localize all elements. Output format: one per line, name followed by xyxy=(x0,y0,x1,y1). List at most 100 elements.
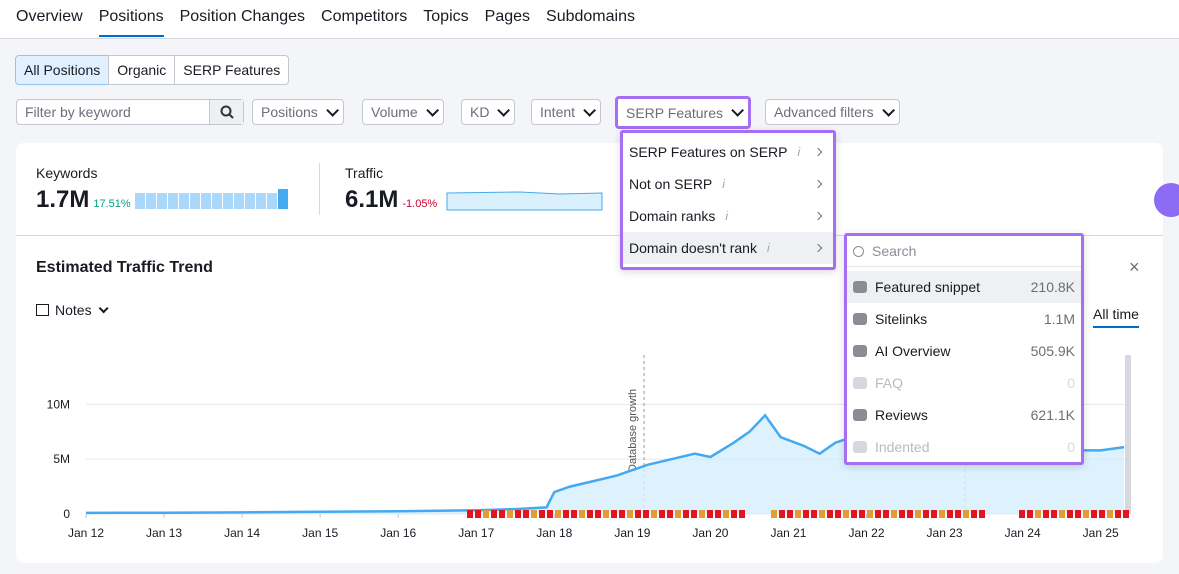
serp-icon xyxy=(907,510,913,518)
filter-label: Volume xyxy=(371,104,418,120)
chevron xyxy=(813,243,823,253)
chevron xyxy=(813,211,823,221)
serp-icon xyxy=(707,510,713,518)
segments: All Positions Organic SERP Features xyxy=(15,55,290,85)
tab[interactable]: Pages xyxy=(484,8,531,25)
feature-icon xyxy=(853,281,867,293)
feature-label: Sitelinks xyxy=(875,311,928,327)
metric-change: -1.05% xyxy=(402,198,438,210)
feature-icon xyxy=(853,441,867,453)
sparkline-bar xyxy=(245,193,255,209)
top-bar: Overview Positions Position Changes Competi… xyxy=(0,0,1179,39)
serp-icon xyxy=(891,510,897,518)
filter-label: KD xyxy=(470,104,490,120)
sparkline-bar xyxy=(146,193,156,209)
menu-label: SERP Features on SERP xyxy=(629,144,788,160)
segment[interactable]: SERP Features xyxy=(174,55,290,85)
serp-icon xyxy=(819,510,825,518)
menu-item[interactable]: Domain doesn't rank i xyxy=(623,232,833,264)
filter-dropdown[interactable]: SERP Features xyxy=(615,96,752,129)
y-tick-label: 0 xyxy=(63,507,70,521)
feature-count: 505.9K xyxy=(1030,343,1075,359)
filter-dropdown[interactable]: Volume xyxy=(362,99,444,125)
feature-label: Reviews xyxy=(875,407,928,423)
x-tick-label: Jan 21 xyxy=(770,526,806,540)
serp-icon xyxy=(875,510,881,518)
x-tick-label: Jan 25 xyxy=(1083,526,1119,540)
filter-dropdown[interactable]: KD xyxy=(461,99,516,125)
feature-icon xyxy=(853,377,867,389)
serp-icon xyxy=(587,510,593,518)
menu-item[interactable]: Not on SERP i xyxy=(623,168,833,200)
notes-button[interactable]: Notes xyxy=(36,302,109,318)
submenu-search[interactable]: Search xyxy=(847,236,1081,267)
close-button[interactable]: × xyxy=(1129,257,1140,277)
serp-icon xyxy=(531,510,537,518)
serp-icon xyxy=(1123,510,1129,518)
tab[interactable]: Overview xyxy=(16,8,83,25)
tab[interactable]: Subdomains xyxy=(546,8,635,25)
submenu-item[interactable]: Featured snippet 210.8K xyxy=(847,271,1081,303)
info-icon: i xyxy=(766,241,770,255)
separator xyxy=(16,235,1163,236)
submenu-item: Indented 0 xyxy=(847,431,1081,463)
x-tick-label: Jan 17 xyxy=(458,526,494,540)
serp-icon xyxy=(947,510,953,518)
range-tab[interactable]: All time xyxy=(1093,306,1139,328)
sparkline xyxy=(446,191,603,211)
serp-icon xyxy=(1099,510,1105,518)
x-tick-label: Jan 16 xyxy=(380,526,416,540)
serp-icon xyxy=(635,510,641,518)
tab[interactable]: Positions xyxy=(98,8,164,37)
serp-icon xyxy=(723,510,729,518)
submenu-item[interactable]: Reviews 621.1K xyxy=(847,399,1081,431)
search-button[interactable] xyxy=(209,100,243,124)
serp-icon xyxy=(931,510,937,518)
feature-label: Featured snippet xyxy=(875,279,981,295)
assistant-button[interactable] xyxy=(1154,183,1179,217)
serp-icon xyxy=(795,510,801,518)
serp-icon xyxy=(1091,510,1097,518)
notes-icon xyxy=(36,304,49,316)
tab[interactable]: Topics xyxy=(423,8,469,25)
submenu-item[interactable]: Sitelinks 1.1M xyxy=(847,303,1081,335)
sparkline-bar xyxy=(212,193,222,209)
serp-icon xyxy=(491,510,497,518)
serp-icon xyxy=(563,510,569,518)
sparkline-bar xyxy=(179,193,189,209)
search-icon xyxy=(853,245,864,257)
segment[interactable]: All Positions xyxy=(15,55,110,85)
info-icon: i xyxy=(722,177,725,191)
tab[interactable]: Position Changes xyxy=(179,8,306,25)
menu-item[interactable]: SERP Features on SERP i xyxy=(623,136,833,168)
keyword-placeholder: Filter by keyword xyxy=(25,104,131,120)
serp-icon xyxy=(683,510,689,518)
menu-item[interactable]: Domain ranks i xyxy=(623,200,833,232)
submenu-item[interactable]: AI Overview 505.9K xyxy=(847,335,1081,367)
menu-label: Domain ranks xyxy=(629,208,716,224)
feature-count: 621.1K xyxy=(1030,407,1075,423)
search-icon xyxy=(220,105,234,119)
filter-dropdown[interactable]: Advanced filters xyxy=(765,99,900,125)
keyword-filter[interactable]: Filter by keyword xyxy=(16,99,244,125)
filter-dropdown[interactable]: Intent xyxy=(531,99,602,125)
serp-icon xyxy=(715,510,721,518)
serp-icon xyxy=(859,510,865,518)
feature-label: Indented xyxy=(875,439,930,455)
serp-icon xyxy=(579,510,585,518)
tab[interactable]: Competitors xyxy=(321,8,408,25)
menu-label: Not on SERP xyxy=(629,176,713,192)
feature-label: AI Overview xyxy=(875,343,951,359)
search-placeholder: Search xyxy=(872,243,917,259)
sparkline-bar xyxy=(278,189,288,209)
serp-icon xyxy=(867,510,873,518)
serp-icon xyxy=(611,510,617,518)
serp-icon xyxy=(651,510,657,518)
segment[interactable]: Organic xyxy=(108,55,176,85)
filter-dropdown[interactable]: Positions xyxy=(252,99,344,125)
sparkline-bar xyxy=(267,193,277,209)
serp-icon xyxy=(739,510,745,518)
serp-icon xyxy=(963,510,969,518)
x-tick-label: Jan 24 xyxy=(1005,526,1041,540)
